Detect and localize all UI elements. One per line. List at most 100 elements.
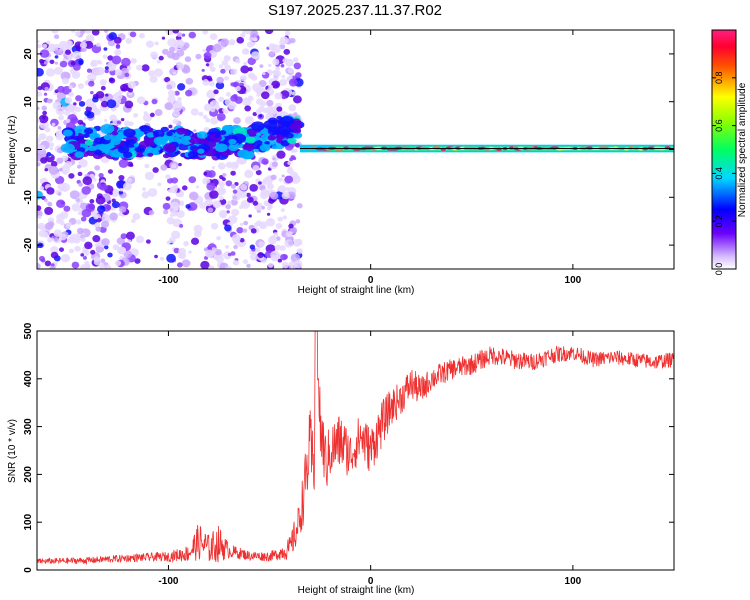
- noise-blob: [260, 188, 270, 197]
- noise-blob: [172, 71, 177, 75]
- noise-blob: [236, 36, 245, 44]
- noise-blob: [176, 262, 183, 268]
- noise-blob: [181, 185, 188, 191]
- noise-blob: [284, 239, 294, 248]
- snr-series-line: [37, 331, 674, 566]
- noise-blob: [190, 108, 199, 116]
- noise-blob: [43, 198, 48, 202]
- noise-blob: [67, 55, 73, 61]
- noise-blob: [50, 251, 59, 259]
- band-blob: [250, 121, 265, 131]
- noise-blob: [43, 61, 48, 65]
- noise-blob: [73, 63, 81, 71]
- noise-blob: [183, 240, 190, 247]
- noise-blob: [71, 261, 80, 269]
- noise-blob: [169, 213, 174, 217]
- noise-blob: [162, 48, 169, 55]
- noise-blob: [45, 135, 54, 143]
- noise-blob: [258, 241, 265, 247]
- band-blob: [260, 133, 272, 142]
- noise-blob: [233, 117, 241, 125]
- noise-blob: [128, 91, 133, 96]
- noise-blob: [99, 79, 107, 86]
- noise-blob: [51, 43, 55, 48]
- noise-blob: [185, 89, 193, 97]
- x-tick-label: 100: [565, 576, 582, 587]
- noise-blob: [94, 108, 99, 112]
- noise-blob: [233, 245, 238, 250]
- noise-blob: [208, 265, 215, 269]
- noise-blob: [82, 176, 93, 186]
- noise-blob: [287, 161, 292, 166]
- noise-blob: [94, 165, 101, 171]
- noise-blob: [57, 192, 62, 196]
- noise-blob: [123, 120, 131, 127]
- noise-blob: [166, 216, 175, 225]
- noise-blob: [92, 96, 99, 103]
- band-blob: [123, 128, 136, 138]
- noise-blob: [282, 215, 287, 220]
- noise-blob: [292, 156, 297, 161]
- noise-blob: [236, 158, 242, 164]
- noise-blob: [181, 41, 185, 45]
- noise-blob: [168, 124, 173, 129]
- noise-blob: [210, 107, 216, 113]
- noise-blob: [242, 30, 247, 34]
- noise-blob: [248, 66, 253, 72]
- noise-blob: [132, 212, 141, 221]
- noise-blob: [124, 72, 130, 78]
- noise-blob: [258, 221, 268, 230]
- noise-blob: [255, 169, 262, 176]
- noise-blob: [107, 169, 114, 174]
- noise-blob: [62, 170, 68, 175]
- band-blob: [103, 134, 113, 141]
- noise-blob: [57, 183, 65, 190]
- band-blob: [287, 137, 297, 144]
- noise-blob: [281, 174, 285, 178]
- noise-blob: [179, 224, 184, 228]
- noise-blob: [255, 108, 262, 115]
- noise-blob: [37, 118, 41, 123]
- noise-blob: [281, 74, 286, 79]
- noise-blob: [217, 162, 226, 170]
- noise-blob: [44, 233, 49, 238]
- noise-blob: [44, 86, 49, 91]
- noise-blob: [210, 222, 219, 230]
- noise-blob: [157, 182, 162, 187]
- band-blob: [139, 125, 150, 133]
- noise-blob: [39, 186, 45, 191]
- noise-blob: [267, 262, 274, 268]
- noise-blob: [284, 175, 294, 184]
- noise-blob: [50, 160, 58, 168]
- noise-blob: [100, 205, 105, 210]
- noise-blob: [205, 117, 211, 123]
- noise-blob: [37, 211, 41, 216]
- noise-blob: [61, 155, 69, 162]
- noise-blob: [80, 30, 86, 35]
- noise-blob: [39, 49, 50, 58]
- noise-blob: [277, 216, 283, 222]
- noise-blob: [181, 259, 191, 268]
- noise-blob: [220, 38, 230, 47]
- band-blob: [184, 135, 192, 141]
- noise-blob: [126, 238, 131, 243]
- noise-blob: [244, 116, 255, 125]
- noise-blob: [225, 180, 233, 187]
- noise-blob: [42, 43, 48, 49]
- x-tick-label: -100: [158, 275, 178, 286]
- noise-blob: [279, 245, 286, 251]
- noise-blob: [54, 49, 62, 56]
- noise-blob: [141, 191, 150, 199]
- noise-blob: [95, 42, 101, 47]
- noise-blob: [281, 96, 286, 100]
- noise-blob: [269, 106, 279, 115]
- noise-blob: [136, 96, 146, 105]
- noise-blob: [93, 214, 99, 220]
- snr-marks: [37, 331, 674, 566]
- noise-blob: [109, 212, 118, 221]
- noise-blob: [193, 129, 197, 133]
- noise-blob: [90, 61, 97, 67]
- noise-blob: [259, 64, 264, 69]
- noise-blob: [75, 197, 84, 205]
